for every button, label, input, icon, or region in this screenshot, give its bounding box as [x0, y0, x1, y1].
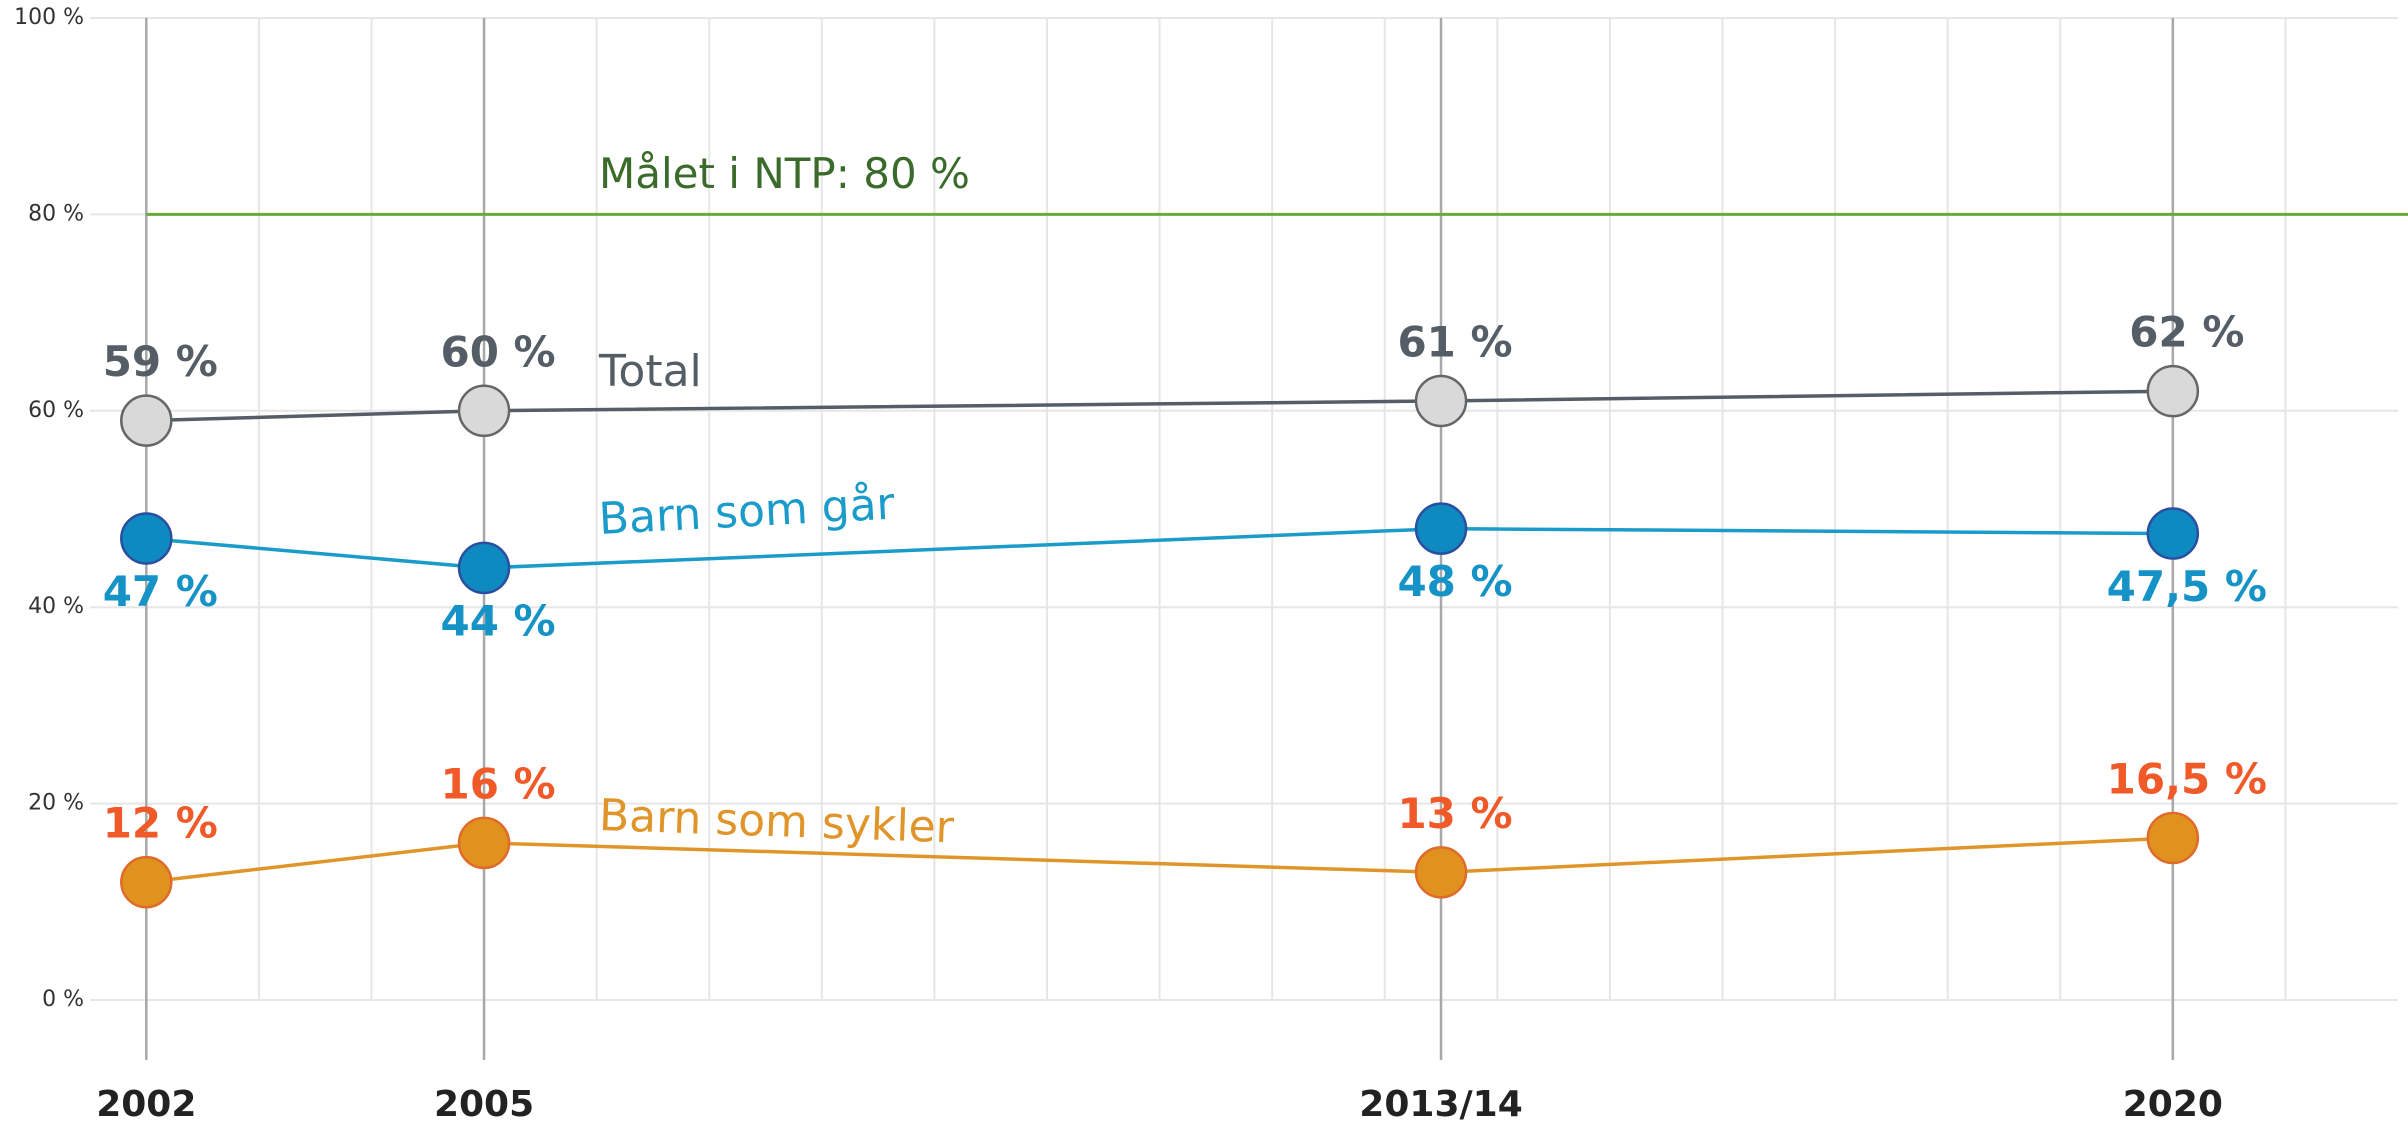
series-name: Total [598, 346, 702, 397]
y-tick-label: 40 % [28, 594, 84, 619]
y-tick-label: 20 % [28, 791, 84, 816]
marker [1414, 374, 1468, 428]
marker [1414, 502, 1468, 555]
y-tick-label: 80 % [28, 201, 84, 226]
series-line [146, 389, 2173, 423]
y-tick-label: 100 % [14, 5, 84, 30]
target-label: Målet i NTP: 80 % [599, 149, 970, 198]
value-label: 60 % [440, 327, 555, 376]
series-name: Barn som sykler [598, 790, 955, 853]
marker [120, 855, 173, 909]
marker [120, 394, 173, 447]
marker [457, 816, 511, 870]
value-label: 61 % [1397, 317, 1512, 366]
value-label: 44 % [440, 596, 555, 645]
x-tick-label: 2020 [2123, 1084, 2223, 1124]
value-label: 48 % [1397, 557, 1512, 606]
value-label: 12 % [103, 799, 218, 848]
x-tick-label: 2005 [434, 1084, 534, 1124]
x-tick-label: 2013/14 [1359, 1084, 1522, 1124]
value-label: 16,5 % [2107, 754, 2267, 803]
marker [457, 384, 511, 438]
series-line [146, 836, 2173, 884]
marker [120, 512, 173, 565]
y-tick-label: 60 % [28, 398, 84, 423]
value-label: 47 % [103, 567, 218, 616]
value-label: 47,5 % [2107, 562, 2267, 611]
marker [457, 541, 511, 595]
marker [2146, 364, 2200, 418]
value-label: 16 % [440, 759, 555, 808]
marker [2146, 811, 2200, 865]
marker [1414, 846, 1468, 899]
value-label: 13 % [1397, 789, 1512, 838]
marker [2146, 507, 2200, 560]
value-label: 59 % [103, 337, 218, 386]
value-label: 62 % [2129, 308, 2244, 357]
series-line [146, 526, 2173, 570]
x-tick-label: 2002 [96, 1084, 196, 1124]
y-tick-label: 0 % [42, 987, 84, 1012]
series-name: Barn som går [598, 478, 897, 544]
